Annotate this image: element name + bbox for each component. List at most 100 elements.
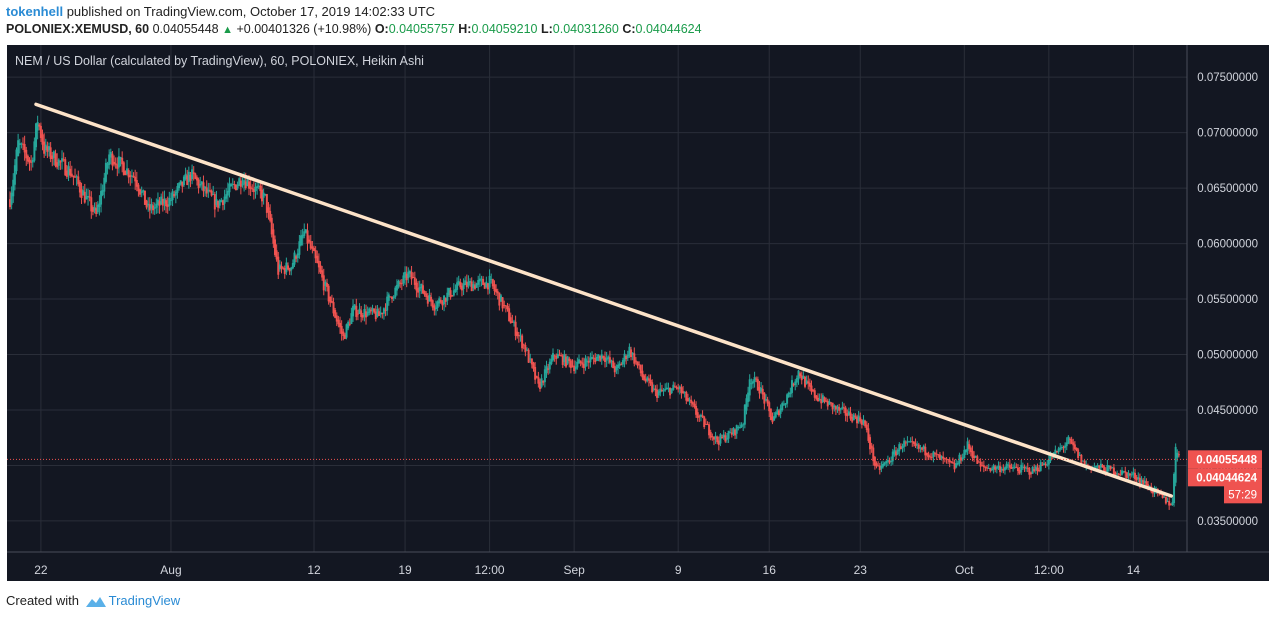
candle-body xyxy=(355,305,358,317)
candle-body xyxy=(685,392,688,401)
candle-body xyxy=(134,176,137,182)
candle-body xyxy=(1072,442,1075,446)
candle-body xyxy=(44,144,47,151)
candle-body xyxy=(1142,480,1145,485)
candle-body xyxy=(548,361,551,370)
candle-body xyxy=(459,282,462,288)
candle-body xyxy=(204,186,207,189)
candle-body xyxy=(13,165,16,185)
candle-body xyxy=(114,163,117,165)
candle-body xyxy=(898,444,901,452)
candle-body xyxy=(475,283,478,288)
candle-body xyxy=(83,191,86,203)
candle-body xyxy=(352,305,355,317)
candle-body xyxy=(789,392,792,395)
candle-body xyxy=(843,407,846,409)
candle-body xyxy=(52,151,55,158)
candle-body xyxy=(896,450,899,455)
tradingview-link[interactable]: TradingView xyxy=(108,593,181,608)
price-tags: 0.04055448 0.04044624 57:29 xyxy=(7,450,1262,504)
candle-body xyxy=(1077,449,1080,458)
candle-body xyxy=(662,390,665,392)
candle-body xyxy=(969,447,972,453)
candle-body xyxy=(225,194,228,199)
candle-body xyxy=(345,324,348,338)
candle-body xyxy=(766,399,769,404)
x-tick-label: 16 xyxy=(763,563,777,577)
candle-body xyxy=(106,163,109,169)
candle-body xyxy=(797,370,800,380)
candle-body xyxy=(794,381,797,385)
candle-body xyxy=(96,204,99,213)
candle-body xyxy=(415,282,418,291)
candle-body xyxy=(121,157,124,165)
candle-body xyxy=(425,293,428,298)
candle-body xyxy=(626,354,629,359)
price-axis[interactable]: 0.07500000 0.07000000 0.06500000 0.06000000… xyxy=(1197,72,1258,528)
candle-body xyxy=(846,413,849,417)
candle-body xyxy=(994,466,997,470)
candle-body xyxy=(262,192,265,198)
candle-body xyxy=(657,391,660,396)
candle-body xyxy=(182,176,185,186)
candle-body xyxy=(1124,471,1127,473)
candle-body xyxy=(667,387,670,389)
candle-body xyxy=(438,298,441,304)
candle-body xyxy=(1065,442,1068,447)
candle-body xyxy=(1129,473,1132,476)
candle-body xyxy=(563,354,566,363)
candle-body xyxy=(503,305,506,307)
candle-body xyxy=(659,388,662,393)
candle-body xyxy=(807,381,810,384)
candle-body xyxy=(566,356,569,364)
countdown-label: 57:29 xyxy=(1228,489,1257,501)
candle-body xyxy=(820,399,823,404)
candle-body xyxy=(1057,448,1060,452)
candle-body xyxy=(298,241,301,255)
candle-body xyxy=(597,354,600,359)
author-link[interactable]: tokenhell xyxy=(6,4,64,19)
candle-body xyxy=(929,456,932,458)
candle-body xyxy=(1138,477,1141,484)
candle-body xyxy=(111,153,114,166)
time-axis[interactable]: 22 Aug 12 19 12:00 Sep 9 16 23 Oct 12:00 14 xyxy=(34,563,1140,577)
candle-body xyxy=(704,423,707,425)
candle-body xyxy=(446,292,449,301)
candle-body xyxy=(386,296,389,311)
candle-body xyxy=(899,446,902,449)
candle-body xyxy=(173,193,176,197)
candle-body xyxy=(538,381,541,389)
candle-body xyxy=(737,427,740,429)
candle-body xyxy=(317,260,320,268)
candle-body xyxy=(142,190,145,192)
candle-body xyxy=(834,406,837,410)
candle-body xyxy=(1020,464,1023,473)
candle-body xyxy=(104,162,107,182)
candle-body xyxy=(9,199,11,208)
candle-body xyxy=(135,180,138,187)
candle-body xyxy=(313,248,316,251)
candle-body xyxy=(950,461,953,463)
candle-body xyxy=(607,356,610,359)
candle-body xyxy=(90,197,93,212)
candle-body xyxy=(634,360,637,362)
y-tick-label: 0.06500000 xyxy=(1197,183,1258,195)
candle-body xyxy=(1078,454,1081,456)
candle-body xyxy=(207,189,210,192)
candle-body xyxy=(509,317,512,324)
candle-body xyxy=(977,461,980,463)
candle-body xyxy=(186,175,189,186)
candle-body xyxy=(244,181,247,189)
candle-body xyxy=(630,349,633,358)
candle-body xyxy=(958,454,961,464)
candle-body xyxy=(942,456,945,459)
candle-body xyxy=(464,280,467,286)
candle-body xyxy=(480,278,483,280)
candle-body xyxy=(940,456,943,459)
candle-body xyxy=(620,364,623,366)
last-price: 0.04055448 xyxy=(152,22,219,36)
grid xyxy=(7,45,1187,552)
candle-body xyxy=(259,185,262,192)
candle-body xyxy=(669,387,672,396)
